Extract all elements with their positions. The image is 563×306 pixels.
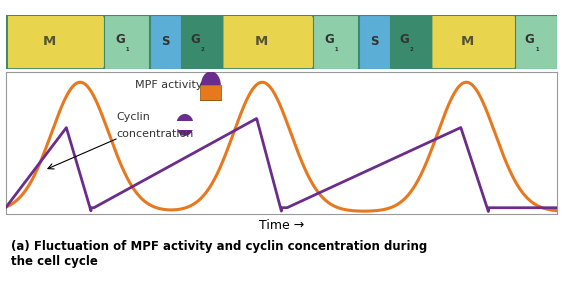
Polygon shape	[7, 15, 116, 69]
Text: G: G	[525, 33, 534, 46]
Text: MPF activity: MPF activity	[135, 80, 203, 90]
Ellipse shape	[176, 114, 194, 136]
Bar	[391, 15, 430, 69]
Bar	[313, 15, 358, 69]
Bar	[182, 15, 221, 69]
Text: S: S	[162, 35, 170, 47]
Text: G: G	[190, 33, 200, 46]
Polygon shape	[223, 15, 325, 69]
Bar	[190, 85, 236, 100]
Text: ₁: ₁	[535, 44, 539, 53]
Bar	[150, 15, 181, 69]
Text: S: S	[370, 35, 379, 47]
Bar	[516, 15, 557, 69]
Ellipse shape	[201, 71, 221, 100]
Text: ₂: ₂	[410, 44, 414, 53]
Text: Time →: Time →	[259, 219, 304, 232]
Bar	[104, 15, 149, 69]
Text: G: G	[115, 33, 125, 46]
Text: ₂: ₂	[201, 44, 205, 53]
Bar	[173, 121, 200, 130]
Text: Cyclin: Cyclin	[116, 112, 150, 122]
Text: M: M	[254, 35, 268, 47]
Text: G: G	[399, 33, 409, 46]
Text: (a) Fluctuation of MPF activity and cyclin concentration during
the cell cycle: (a) Fluctuation of MPF activity and cycl…	[11, 240, 427, 268]
Polygon shape	[432, 15, 527, 69]
Text: ₁: ₁	[335, 44, 338, 53]
Bar	[200, 85, 221, 100]
Text: M: M	[42, 35, 56, 47]
Text: G: G	[324, 33, 334, 46]
Text: M: M	[461, 35, 473, 47]
Text: concentration: concentration	[116, 129, 193, 139]
Bar	[359, 15, 390, 69]
Bar	[200, 85, 221, 100]
Text: ₁: ₁	[126, 44, 129, 53]
